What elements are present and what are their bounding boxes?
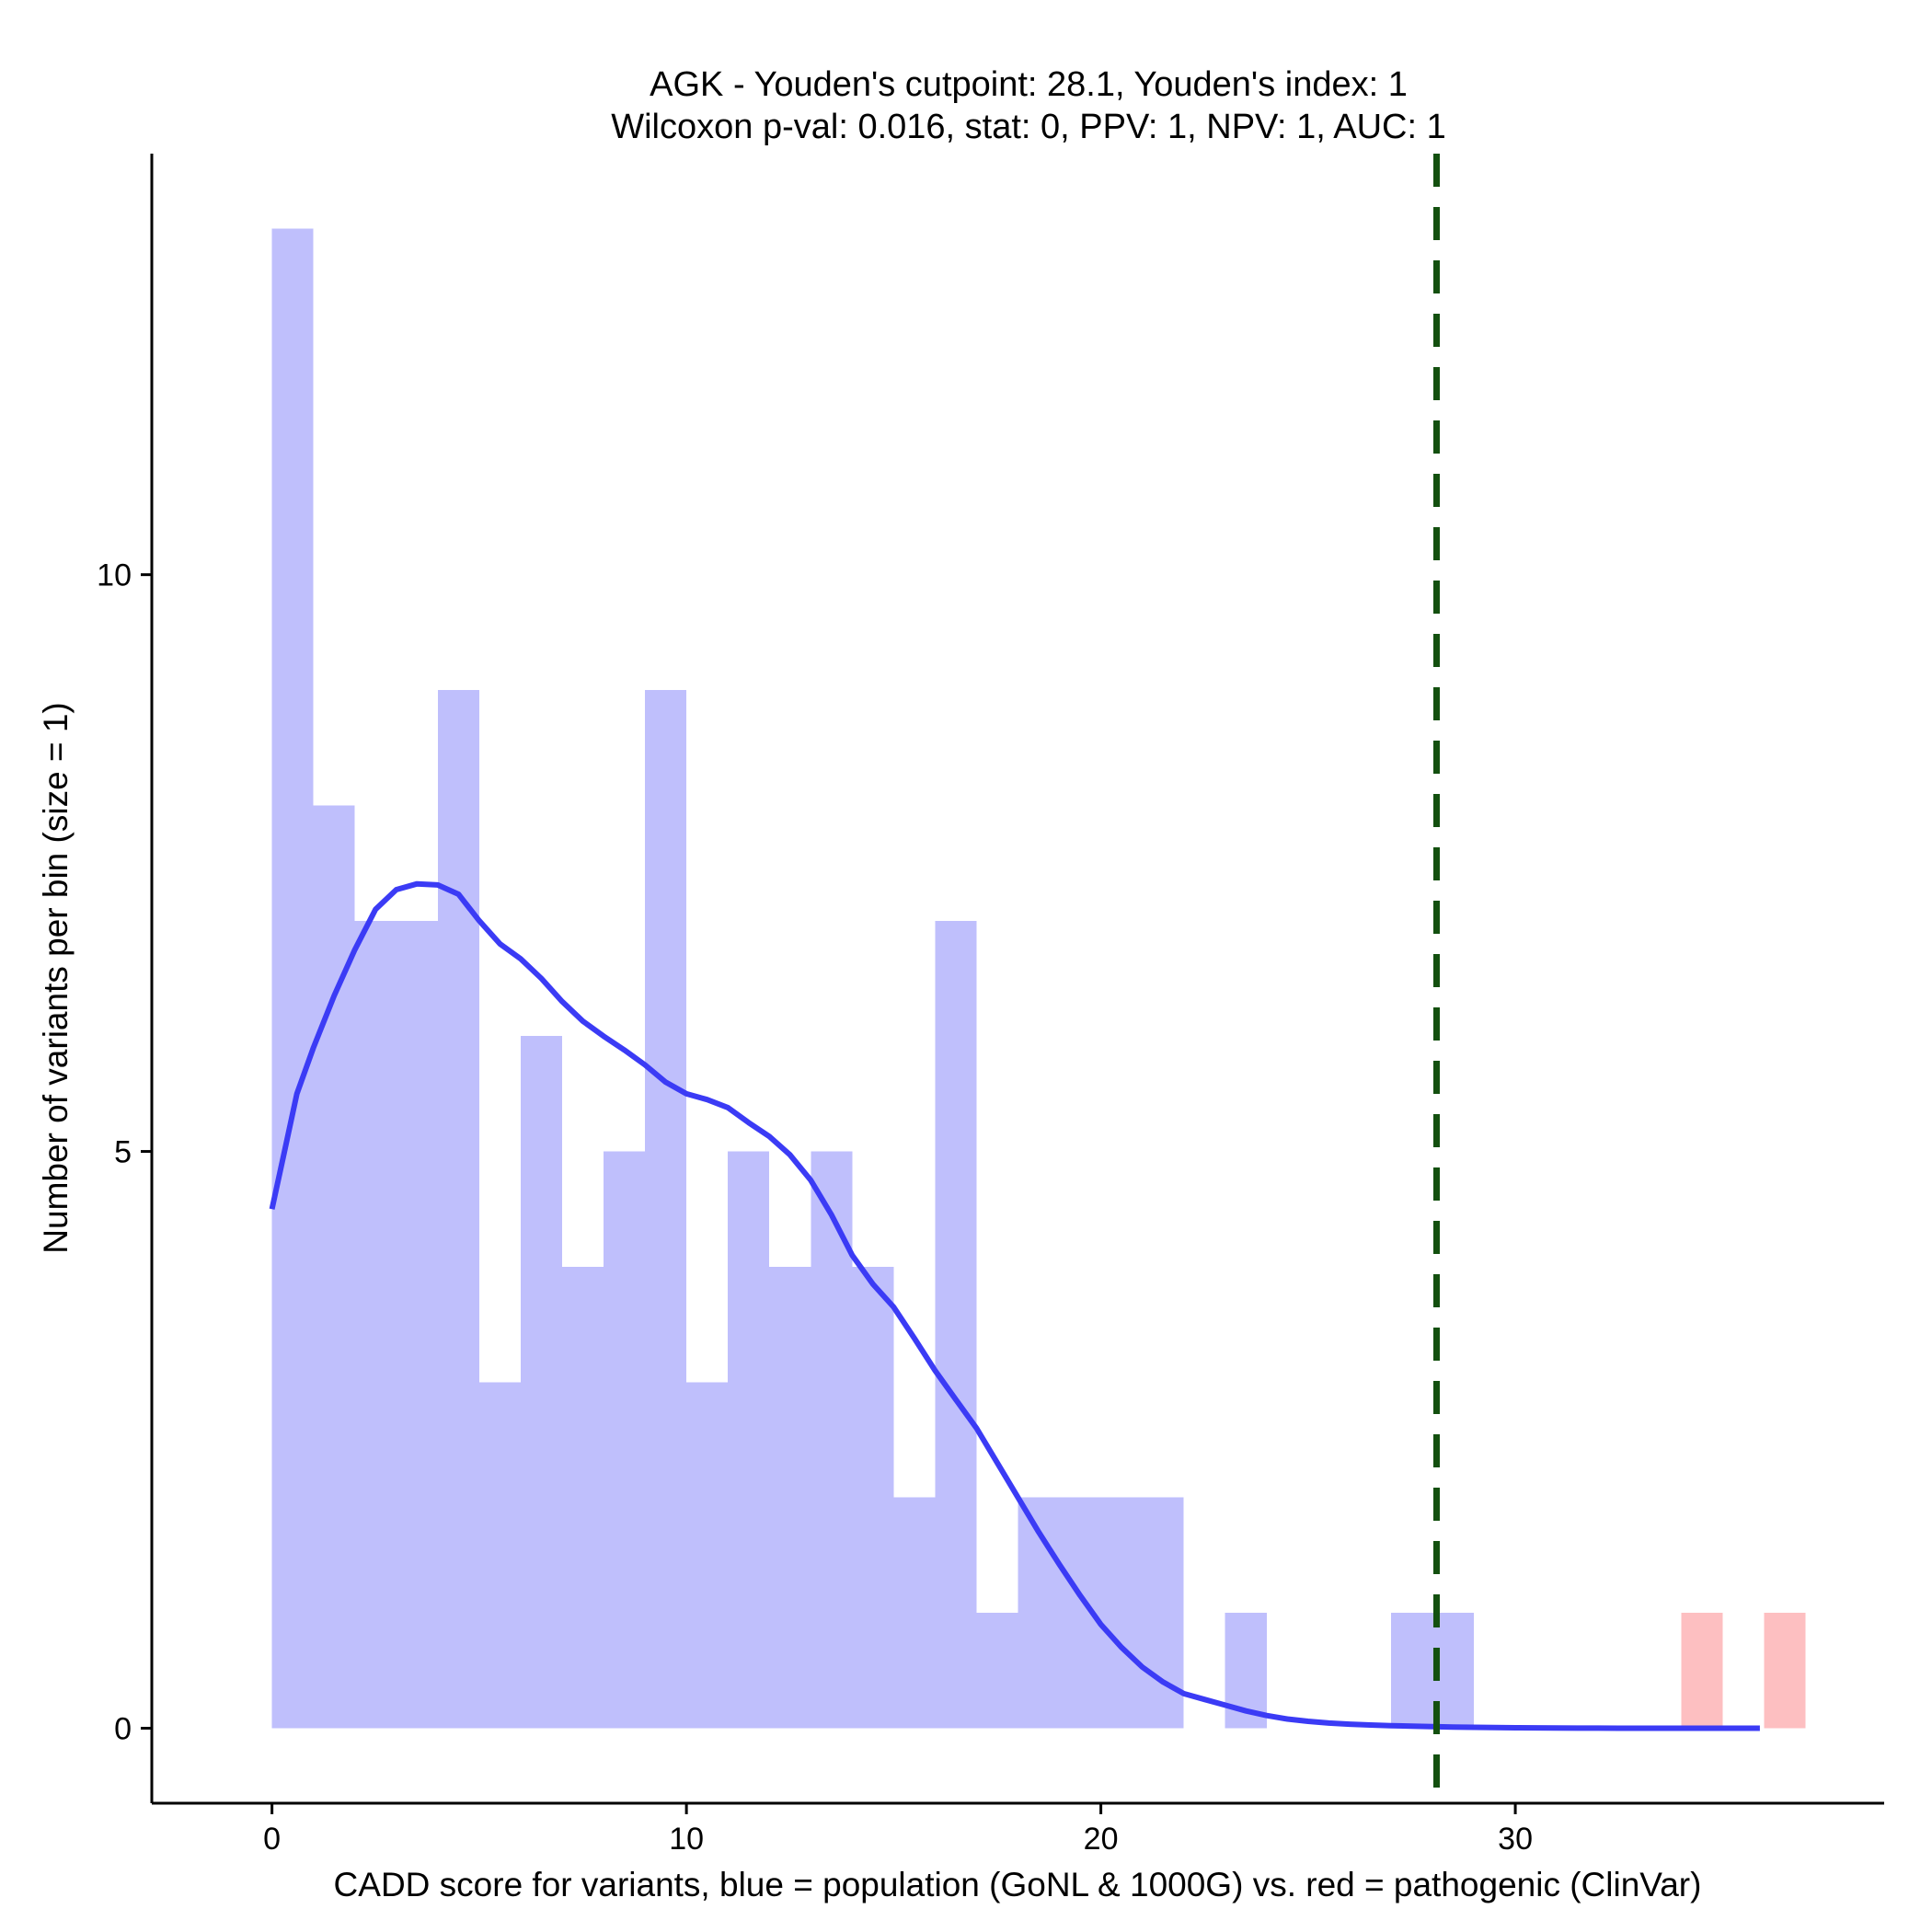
population-bar-14: [852, 1266, 894, 1729]
title-line-1: AGK - Youden's cutpoint: 28.1, Youden's …: [650, 65, 1408, 104]
population-bar-21: [1142, 1497, 1184, 1729]
population-bar-9: [645, 690, 687, 1729]
population-bar-20: [1100, 1497, 1143, 1729]
population-bar-2: [354, 920, 397, 1729]
population-bar-5: [478, 1382, 521, 1729]
x-tick-label-0: 0: [263, 1822, 281, 1857]
axes: [150, 154, 1884, 1805]
y-tick-label-0: 0: [114, 1712, 132, 1747]
population-bar-3: [396, 920, 438, 1729]
pathogenic-bar-34: [1681, 1613, 1723, 1729]
y-ticks: 0 5 10: [97, 558, 152, 1747]
population-bar-12: [769, 1266, 811, 1729]
population-bar-1: [313, 805, 355, 1729]
population-bar-15: [893, 1497, 936, 1729]
pathogenic-bar-36: [1764, 1613, 1806, 1729]
x-tick-label-10: 10: [669, 1822, 704, 1857]
population-bar-16: [935, 920, 977, 1729]
population-bar-8: [604, 1151, 646, 1729]
y-axis-title: Number of variants per bin (size = 1): [37, 702, 75, 1253]
x-tick-label-20: 20: [1084, 1822, 1119, 1857]
population-bar-6: [520, 1036, 562, 1729]
y-tick-label-10: 10: [97, 558, 132, 593]
population-bar-27: [1390, 1613, 1432, 1729]
population-bar-7: [561, 1266, 604, 1729]
x-ticks: 0 10 20 30: [263, 1803, 1533, 1857]
histogram-bars: [271, 228, 1806, 1729]
population-bar-10: [686, 1382, 729, 1729]
population-bar-11: [728, 1151, 770, 1729]
population-bar-4: [437, 690, 479, 1729]
y-tick-label-5: 5: [114, 1135, 132, 1170]
population-bar-17: [976, 1613, 1018, 1729]
x-axis-title: CADD score for variants, blue = populati…: [334, 1866, 1702, 1903]
title-line-2: Wilcoxon p-val: 0.016, stat: 0, PPV: 1, …: [611, 108, 1445, 146]
x-tick-label-30: 30: [1498, 1822, 1533, 1857]
plot-title: AGK - Youden's cutpoint: 28.1, Youden's …: [611, 65, 1445, 146]
population-bar-0: [271, 228, 314, 1729]
density-curve: [269, 880, 1760, 1731]
